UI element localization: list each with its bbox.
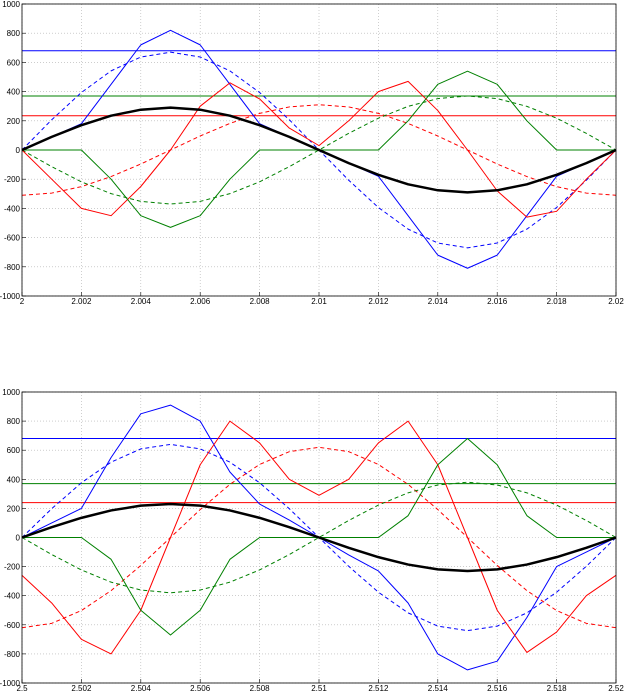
y-tick-label: -400 bbox=[4, 204, 21, 213]
x-tick-label: 2.014 bbox=[428, 297, 449, 306]
y-tick-label: -200 bbox=[4, 175, 21, 184]
y-tick-label: 200 bbox=[7, 504, 21, 513]
x-tick-label: 2.02 bbox=[608, 297, 624, 306]
x-tick-label: 2.01 bbox=[311, 297, 327, 306]
series-line bbox=[21, 80, 617, 218]
y-tick-label: 0 bbox=[16, 146, 21, 155]
y-tick-label: 800 bbox=[7, 417, 21, 426]
y-tick-label: -600 bbox=[4, 621, 21, 630]
y-tick-label: 600 bbox=[7, 446, 21, 455]
y-tick-label: 1000 bbox=[2, 0, 20, 9]
y-tick-label: 400 bbox=[7, 88, 21, 97]
y-tick-label: 0 bbox=[16, 534, 21, 543]
x-tick-label: 2.004 bbox=[131, 297, 152, 306]
y-tick-label: -800 bbox=[4, 650, 21, 659]
series-line bbox=[21, 420, 617, 655]
x-tick-label: 2.002 bbox=[71, 297, 92, 306]
y-tick-label: -400 bbox=[4, 592, 21, 601]
x-tick-label: 2.52 bbox=[608, 684, 624, 691]
x-tick-label: 2.504 bbox=[131, 684, 152, 691]
x-tick-label: 2.506 bbox=[190, 684, 211, 691]
x-tick-label: 2.012 bbox=[368, 297, 389, 306]
x-tick-label: 2.508 bbox=[250, 684, 271, 691]
x-tick-label: 2.516 bbox=[487, 684, 508, 691]
x-tick-label: 2.502 bbox=[71, 684, 92, 691]
plot-frame bbox=[21, 3, 617, 297]
y-tick-label: 200 bbox=[7, 117, 21, 126]
x-tick-label: 2.018 bbox=[547, 297, 568, 306]
plot-frame bbox=[21, 391, 617, 684]
y-tick-label: 600 bbox=[7, 58, 21, 67]
series-line bbox=[21, 106, 617, 194]
y-tick-label: 800 bbox=[7, 29, 21, 38]
x-tick-label: 2.512 bbox=[368, 684, 389, 691]
x-tick-label: 2.518 bbox=[547, 684, 568, 691]
x-tick-label: 2 bbox=[20, 297, 25, 306]
x-tick-label: 2.006 bbox=[190, 297, 211, 306]
x-tick-label: 2.51 bbox=[311, 684, 327, 691]
y-tick-label: 400 bbox=[7, 475, 21, 484]
y-tick-label: 1000 bbox=[2, 388, 20, 397]
x-tick-label: 2.5 bbox=[16, 684, 28, 691]
y-tick-label: -1000 bbox=[0, 679, 21, 688]
series-line bbox=[21, 502, 617, 573]
y-tick-label: -800 bbox=[4, 263, 21, 272]
y-tick-label: -600 bbox=[4, 234, 21, 243]
x-tick-label: 2.016 bbox=[487, 297, 508, 306]
y-tick-label: -1000 bbox=[0, 292, 21, 301]
x-tick-label: 2.008 bbox=[250, 297, 271, 306]
x-tick-label: 2.514 bbox=[428, 684, 449, 691]
y-tick-label: -200 bbox=[4, 563, 21, 572]
